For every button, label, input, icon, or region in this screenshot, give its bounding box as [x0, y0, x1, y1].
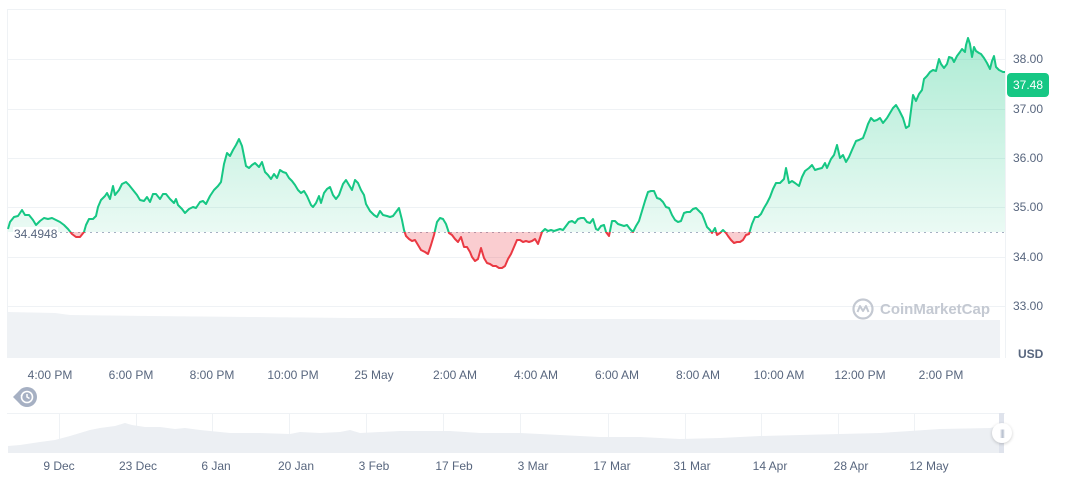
- price-area-down: [8, 232, 1005, 269]
- y-tick: 36.00: [1013, 151, 1044, 165]
- price-area-up: [7, 37, 1005, 232]
- x-tick: 6:00 AM: [594, 368, 640, 382]
- navigator-tick: 31 Mar: [673, 459, 711, 473]
- x-tick: 10:00 AM: [753, 368, 805, 382]
- navigator-tick: 20 Jan: [277, 459, 315, 473]
- y-tick: 33.00: [1013, 299, 1044, 313]
- x-tick: 12:00 PM: [834, 368, 886, 382]
- x-tick: 2:00 AM: [432, 368, 478, 382]
- navigator-tick: 17 Mar: [593, 459, 631, 473]
- watermark-text: CoinMarketCap: [880, 300, 991, 318]
- navigator-tick: 9 Dec: [43, 459, 75, 473]
- coinmarketcap-logo-icon: [852, 298, 874, 320]
- x-tick: 2:00 PM: [918, 368, 964, 382]
- navigator-tick: 12 May: [909, 459, 949, 473]
- current-price-badge: 37.48: [1007, 73, 1049, 97]
- x-tick: 4:00 AM: [513, 368, 559, 382]
- navigator-tick: 17 Feb: [435, 459, 473, 473]
- x-tick: 8:00 AM: [675, 368, 721, 382]
- grip-icon: |||: [999, 428, 1005, 438]
- volume-bars: [8, 312, 1000, 358]
- navigator-tick: 28 Apr: [833, 459, 869, 473]
- navigator-tick: 23 Dec: [118, 459, 158, 473]
- history-icon: [13, 387, 37, 407]
- currency-label: USD: [1018, 347, 1044, 361]
- y-tick: 35.00: [1013, 200, 1044, 214]
- x-tick: 6:00 PM: [108, 368, 154, 382]
- navigator-drag-handle[interactable]: |||: [992, 423, 1012, 443]
- y-tick: 34.00: [1013, 250, 1044, 264]
- baseline-price-label: 34.4948: [13, 227, 59, 241]
- y-tick: 38.00: [1013, 52, 1044, 66]
- x-tick: 4:00 PM: [27, 368, 73, 382]
- navigator-tick: 6 Jan: [201, 459, 231, 473]
- navigator-tick: 3 Mar: [517, 459, 549, 473]
- x-tick: 10:00 PM: [267, 368, 319, 382]
- navigator-tick: 3 Feb: [358, 459, 390, 473]
- x-tick: 8:00 PM: [189, 368, 235, 382]
- coinmarketcap-watermark: CoinMarketCap: [852, 298, 990, 320]
- x-tick: 25 May: [354, 368, 394, 382]
- y-tick: 37.00: [1013, 102, 1044, 116]
- navigator-tick: 14 Apr: [752, 459, 788, 473]
- history-button[interactable]: [11, 386, 37, 408]
- navigator[interactable]: [7, 413, 1005, 453]
